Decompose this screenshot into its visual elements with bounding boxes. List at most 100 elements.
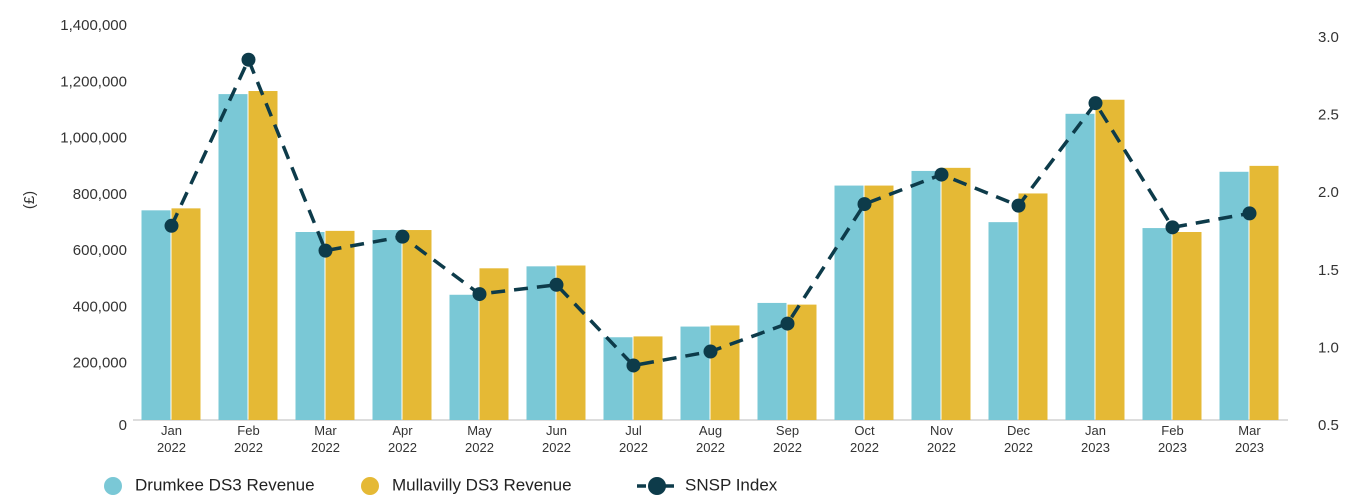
x-tick-label-line: 2023 (1235, 440, 1264, 455)
x-tick-label-line: 2022 (311, 440, 340, 455)
bar (248, 91, 278, 420)
x-tick-label-line: 2022 (542, 440, 571, 455)
x-tick-label: Aug 2022 (696, 423, 725, 455)
x-tick-label-line: May (467, 423, 492, 438)
bar (171, 208, 201, 420)
x-tick-label-line: Jan (161, 423, 182, 438)
x-tick-label-line: 2022 (850, 440, 879, 455)
line-point (626, 358, 641, 373)
x-tick-label-line: Jul (625, 423, 642, 438)
x-tick-label-line: 2022 (619, 440, 648, 455)
x-tick-label: Jan 2022 (157, 423, 186, 455)
bar (988, 222, 1018, 420)
y-tick-label: 1,400,000 (60, 17, 127, 34)
line-point (549, 277, 564, 292)
x-tick-label: Feb 2023 (1158, 423, 1187, 455)
legend-swatch (648, 477, 666, 495)
line-point (934, 167, 949, 182)
bar (325, 230, 355, 420)
line-point (1165, 220, 1180, 235)
bar (864, 185, 894, 420)
bar (834, 185, 864, 420)
bar (603, 337, 633, 420)
line-point (780, 316, 795, 331)
x-tick-label-line: Oct (854, 423, 875, 438)
x-tick-label: Jul 2022 (619, 423, 648, 455)
x-tick-label: Oct 2022 (850, 423, 879, 455)
bar (402, 230, 432, 420)
x-tick-label-line: 2022 (388, 440, 417, 455)
x-tick-label-line: 2022 (234, 440, 263, 455)
bar (1249, 165, 1279, 420)
x-tick-label-line: Feb (1161, 423, 1183, 438)
y-tick-label: 400,000 (73, 298, 127, 315)
x-tick-label: Jan 2023 (1081, 423, 1110, 455)
bar (1018, 193, 1048, 420)
line-point (472, 287, 487, 302)
bar (372, 230, 402, 420)
x-tick-label-line: 2022 (465, 440, 494, 455)
x-tick-label: Dec 2022 (1004, 423, 1033, 455)
bar (1095, 99, 1125, 420)
x-tick-label: Mar 2023 (1235, 423, 1264, 455)
y2-tick-label: 1.5 (1318, 262, 1339, 279)
y2-tick-label: 2.0 (1318, 184, 1339, 201)
y2-tick-label: 3.0 (1318, 29, 1339, 46)
y-tick-label: 0 (119, 417, 127, 434)
line-point (1242, 206, 1257, 221)
bar (680, 326, 710, 420)
x-tick-label-line: 2023 (1158, 440, 1187, 455)
y-tick-label: 600,000 (73, 242, 127, 259)
x-tick-label: Sep 2022 (773, 423, 802, 455)
x-tick-label-line: 2022 (696, 440, 725, 455)
x-tick-label-line: Dec (1007, 423, 1031, 438)
bar (449, 294, 479, 420)
x-tick-label-line: 2022 (1004, 440, 1033, 455)
x-tick-label-line: Mar (314, 423, 337, 438)
x-tick-label-line: 2022 (773, 440, 802, 455)
bar (941, 167, 971, 420)
x-tick-label-line: Apr (392, 423, 413, 438)
y-tick-label: 200,000 (73, 355, 127, 372)
x-tick-label-line: 2023 (1081, 440, 1110, 455)
y2-tick-label: 0.5 (1318, 417, 1339, 434)
bar (1065, 113, 1095, 420)
bar (526, 266, 556, 420)
x-tick-label-line: Jun (546, 423, 567, 438)
x-tick-label: Jun 2022 (542, 423, 571, 455)
x-tick-label: Mar 2022 (311, 423, 340, 455)
y-tick-label: 1,000,000 (60, 130, 127, 147)
bar (1172, 232, 1202, 420)
bar (911, 170, 941, 420)
x-tick-label: Apr 2022 (388, 423, 417, 455)
x-tick-label-line: Nov (930, 423, 954, 438)
line-point (318, 243, 333, 258)
bar (1142, 228, 1172, 420)
x-tick-label-line: Mar (1238, 423, 1261, 438)
legend-label: SNSP Index (685, 475, 778, 494)
y2-tick-label: 1.0 (1318, 339, 1339, 356)
x-tick-label-line: Aug (699, 423, 722, 438)
bar (710, 325, 740, 420)
bar (218, 94, 248, 420)
y-tick-label: 1,200,000 (60, 73, 127, 90)
x-tick-label-line: 2022 (157, 440, 186, 455)
y2-tick-label: 2.5 (1318, 107, 1339, 124)
x-tick-label-line: Jan (1085, 423, 1106, 438)
bar (141, 210, 171, 420)
y-axis-label: (£) (21, 191, 38, 209)
y-tick-label: 800,000 (73, 186, 127, 203)
legend-label: Drumkee DS3 Revenue (135, 475, 315, 494)
x-tick-label-line: Feb (237, 423, 259, 438)
x-tick-label-line: 2022 (927, 440, 956, 455)
line-point (1088, 96, 1103, 111)
x-tick-label-line: Sep (776, 423, 799, 438)
line-point (164, 218, 179, 233)
bar (295, 232, 325, 420)
x-tick-label: Nov 2022 (927, 423, 956, 455)
legend-label: Mullavilly DS3 Revenue (392, 475, 572, 494)
line-point (1011, 198, 1026, 213)
x-tick-label: Feb 2022 (234, 423, 263, 455)
